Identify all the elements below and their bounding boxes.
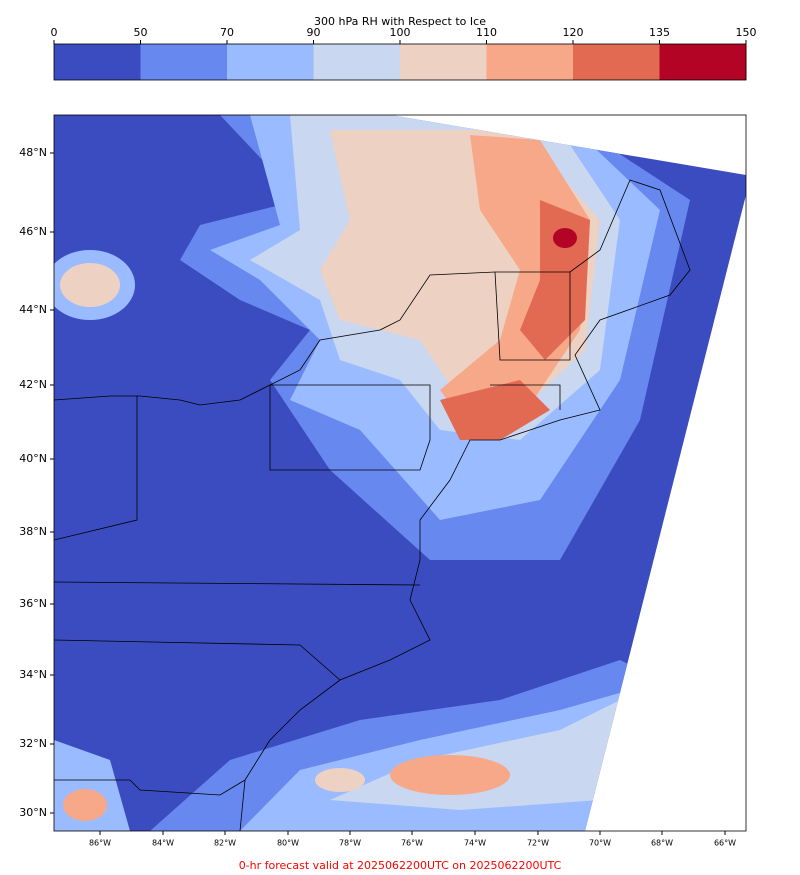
colorbar-tick-label: 0 [51, 26, 58, 39]
footer: 0-hr forecast valid at 2025062200UTC on … [239, 859, 562, 872]
latitude-label: 40°N [19, 452, 47, 465]
latitude-label: 32°N [19, 737, 47, 750]
colorbar-tick-label: 70 [220, 26, 234, 39]
colorbar-tick-label: 110 [476, 26, 497, 39]
colorbar-segment [400, 44, 487, 80]
colorbar-segment [573, 44, 660, 80]
colorbar-segment [313, 44, 401, 80]
longitude-label: 78°W [339, 839, 361, 848]
colorbar-segment [486, 44, 574, 80]
colorbar-tick-label: 50 [134, 26, 148, 39]
longitude-label: 72°W [527, 839, 549, 848]
latitude-label: 34°N [19, 668, 47, 681]
axis-labels: 48°N 46°N 44°N 42°N 40°N 38°N 36°N 34°N 32°N 30°N… [19, 146, 736, 848]
longitude-label: 76°W [401, 839, 423, 848]
longitude-label: 68°W [651, 839, 673, 848]
colorbar-tick-label: 150 [736, 26, 757, 39]
longitude-label: 84°W [152, 839, 174, 848]
colorbar-tick-label: 135 [649, 26, 670, 39]
longitude-label: 66°W [714, 839, 736, 848]
latitude-label: 42°N [19, 378, 47, 391]
map-frame [53, 114, 747, 832]
colorbar-segment [54, 44, 141, 80]
longitude-label: 86°W [89, 839, 111, 848]
longitude-label: 80°W [277, 839, 299, 848]
latitude-label: 44°N [19, 303, 47, 316]
colorbar-tick-label: 90 [307, 26, 321, 39]
longitude-label: 82°W [214, 839, 236, 848]
colorbar-segment [140, 44, 228, 80]
longitude-label: 70°W [589, 839, 611, 848]
latitude-label: 46°N [19, 225, 47, 238]
latitude-label: 38°N [19, 525, 47, 538]
colorbar-tick-label: 100 [390, 26, 411, 39]
colorbar-title: 300 hPa RH with Respect to Ice [314, 15, 486, 28]
latitude-label: 36°N [19, 597, 47, 610]
colorbar-tick-label: 120 [563, 26, 584, 39]
latitude-label: 30°N [19, 806, 47, 819]
latitude-label: 48°N [19, 146, 47, 159]
rh-field [54, 115, 746, 831]
boundaries [54, 179, 691, 831]
colorbar: 0 50 70 90 100 110 120 135 150 [51, 26, 757, 81]
longitude-label: 74°W [464, 839, 486, 848]
colorbar-segment [227, 44, 314, 80]
colorbar-segment [659, 44, 747, 80]
